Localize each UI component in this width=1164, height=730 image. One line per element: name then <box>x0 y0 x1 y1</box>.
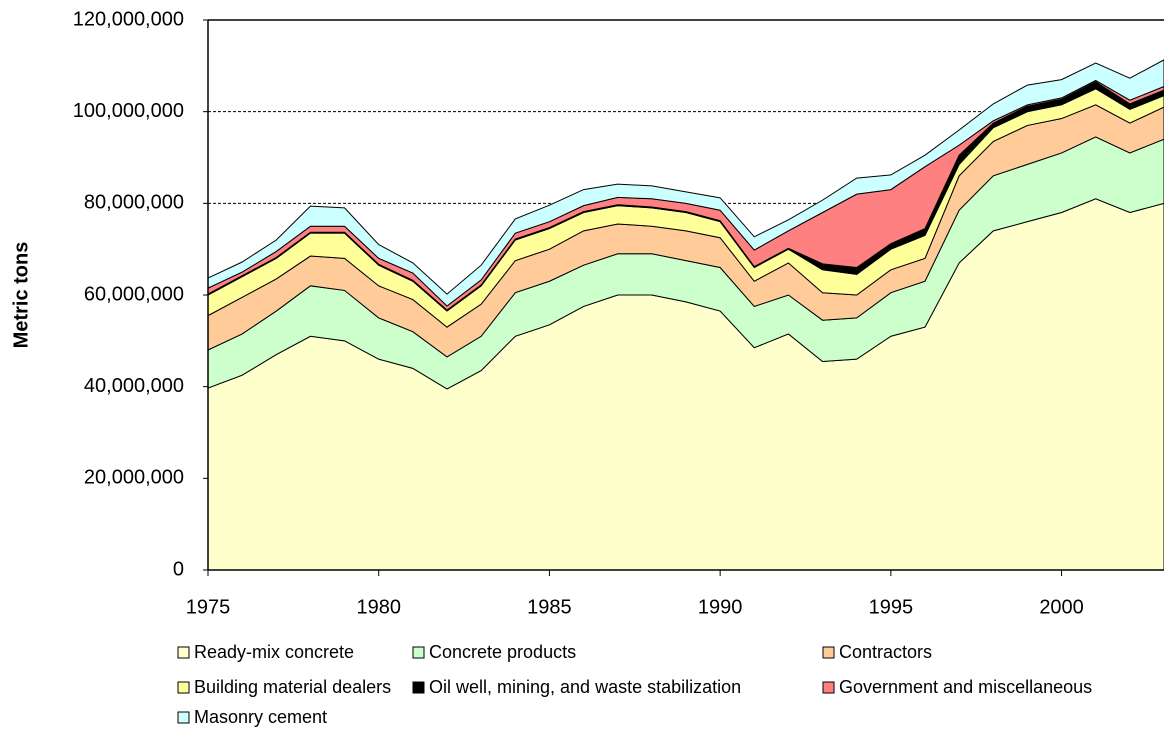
x-tick-label: 2000 <box>1039 596 1084 618</box>
y-tick-label: 40,000,000 <box>84 375 184 397</box>
y-tick-label: 120,000,000 <box>73 8 184 30</box>
legend-swatch <box>412 646 425 659</box>
legend-swatch <box>177 711 190 724</box>
x-tick-label: 1990 <box>698 596 743 618</box>
y-tick-label: 80,000,000 <box>84 192 184 214</box>
y-tick-label: 100,000,000 <box>73 100 184 122</box>
legend-swatch <box>412 681 425 694</box>
legend-swatch <box>177 646 190 659</box>
y-axis-label: Metric tons <box>10 242 32 349</box>
x-tick-label: 1995 <box>869 596 914 618</box>
x-tick-label: 1985 <box>527 596 572 618</box>
legend-label: Concrete products <box>429 642 576 662</box>
legend-swatch <box>822 681 835 694</box>
x-tick-label: 1980 <box>356 596 401 618</box>
legend-swatch <box>177 681 190 694</box>
legend-label: Masonry cement <box>194 707 327 727</box>
legend-swatch <box>822 646 835 659</box>
y-tick-label: 0 <box>173 558 184 580</box>
y-tick-label: 60,000,000 <box>84 283 184 305</box>
legend-label: Building material dealers <box>194 677 391 697</box>
legend-label: Ready-mix concrete <box>194 642 354 662</box>
x-tick-label: 1975 <box>186 596 231 618</box>
legend-label: Government and miscellaneous <box>839 677 1092 697</box>
legend-label: Oil well, mining, and waste stabilizatio… <box>429 677 741 697</box>
legend-label: Contractors <box>839 642 932 662</box>
area <box>207 59 1164 307</box>
y-tick-label: 20,000,000 <box>84 467 184 489</box>
